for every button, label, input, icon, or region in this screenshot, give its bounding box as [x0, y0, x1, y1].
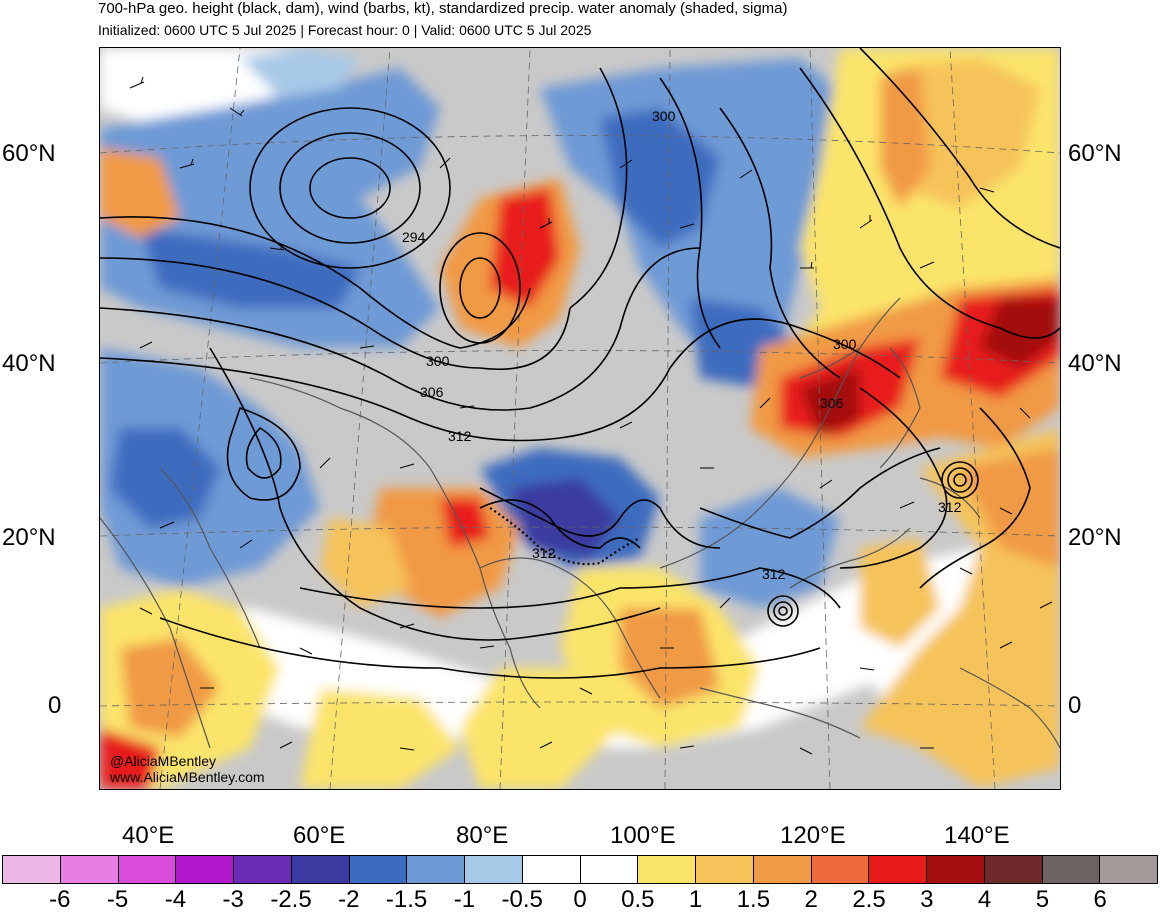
lat-label-right: 20°N	[1068, 524, 1122, 551]
colorbar-label: -6	[49, 886, 71, 913]
credit-handle: @AliciaMBentley	[110, 753, 217, 769]
colorbar-label: 2	[804, 886, 818, 913]
lon-label: 140°E	[944, 822, 1010, 849]
colorbar-label: 3	[920, 886, 934, 913]
colorbar-swatch	[811, 856, 870, 883]
contour-label: 312	[448, 428, 472, 444]
colorbar-label: -4	[164, 886, 187, 913]
lat-label-right: 0	[1068, 692, 1082, 719]
map-panel: 300 294 300 306 312 312 312 300 306 312 …	[99, 47, 1061, 790]
colorbar-swatch	[869, 856, 927, 883]
contour-label: 300	[652, 108, 676, 124]
colorbar-swatch	[349, 856, 408, 883]
lon-label: 80°E	[456, 822, 509, 849]
contour-label: 300	[426, 353, 450, 369]
colorbar-label: 1.5	[736, 886, 771, 913]
lon-label: 100°E	[610, 822, 676, 849]
map-subtitle: Initialized: 0600 UTC 5 Jul 2025 | Forec…	[98, 22, 592, 38]
colorbar-label: 2.5	[852, 886, 886, 913]
contour-label: 306	[820, 395, 844, 411]
colorbar-swatch	[580, 856, 639, 883]
colorbar-swatch	[522, 856, 581, 883]
colorbar-swatch	[291, 856, 350, 883]
colorbar-swatch	[696, 856, 754, 883]
contour-label: 312	[532, 545, 556, 561]
lat-label-left: 60°N	[2, 140, 56, 167]
map-title: 700-hPa geo. height (black, dam), wind (…	[98, 0, 788, 17]
lon-label: 120°E	[780, 822, 846, 849]
colorbar-swatch	[638, 856, 696, 883]
colorbar-label: -3	[222, 886, 244, 913]
colorbar-swatch	[1042, 856, 1101, 883]
colorbar-swatch	[407, 856, 465, 883]
colorbar-swatch	[1100, 856, 1157, 883]
colorbar-swatch	[176, 856, 234, 883]
colorbar-label: -1	[453, 886, 476, 913]
lat-label-right: 60°N	[1068, 140, 1122, 167]
credit-url: www.AliciaMBentley.com	[110, 769, 265, 785]
lon-label: 40°E	[122, 822, 175, 849]
colorbar-label: -0.5	[501, 886, 543, 913]
colorbar-swatch	[60, 856, 119, 883]
contour-label: 300	[833, 336, 857, 352]
colorbar-label: -5	[106, 886, 129, 913]
map-field: 300 294 300 306 312 312 312 300 306 312	[100, 48, 1060, 789]
colorbar-swatch	[3, 856, 61, 883]
colorbar-label: 0	[573, 886, 587, 913]
colorbar-label: 0.5	[621, 886, 655, 913]
contour-label: 306	[420, 384, 444, 400]
colorbar-swatch	[927, 856, 985, 883]
colorbar-swatch	[984, 856, 1043, 883]
contour-label: 312	[762, 566, 786, 582]
credit-text: @AliciaMBentley www.AliciaMBentley.com	[110, 753, 265, 785]
contour-label: 312	[938, 499, 962, 515]
colorbar	[2, 855, 1158, 884]
lat-label-right: 40°N	[1068, 350, 1122, 377]
colorbar-label: -2.5	[270, 886, 312, 913]
colorbar-swatch	[465, 856, 523, 883]
colorbar-label: -2	[338, 886, 360, 913]
colorbar-label: -1.5	[385, 886, 428, 913]
colorbar-swatch	[753, 856, 812, 883]
lat-label-left: 20°N	[2, 524, 56, 551]
colorbar-label: 1	[688, 886, 703, 913]
contour-label: 294	[402, 229, 426, 245]
colorbar-label: 4	[977, 886, 992, 913]
lon-label: 60°E	[293, 822, 346, 849]
colorbar-swatch	[234, 856, 292, 883]
lat-label-left: 0	[48, 692, 62, 719]
lat-label-left: 40°N	[2, 350, 56, 377]
colorbar-swatch	[118, 856, 177, 883]
colorbar-label: 5	[1035, 886, 1050, 913]
colorbar-label: 6	[1093, 886, 1107, 913]
